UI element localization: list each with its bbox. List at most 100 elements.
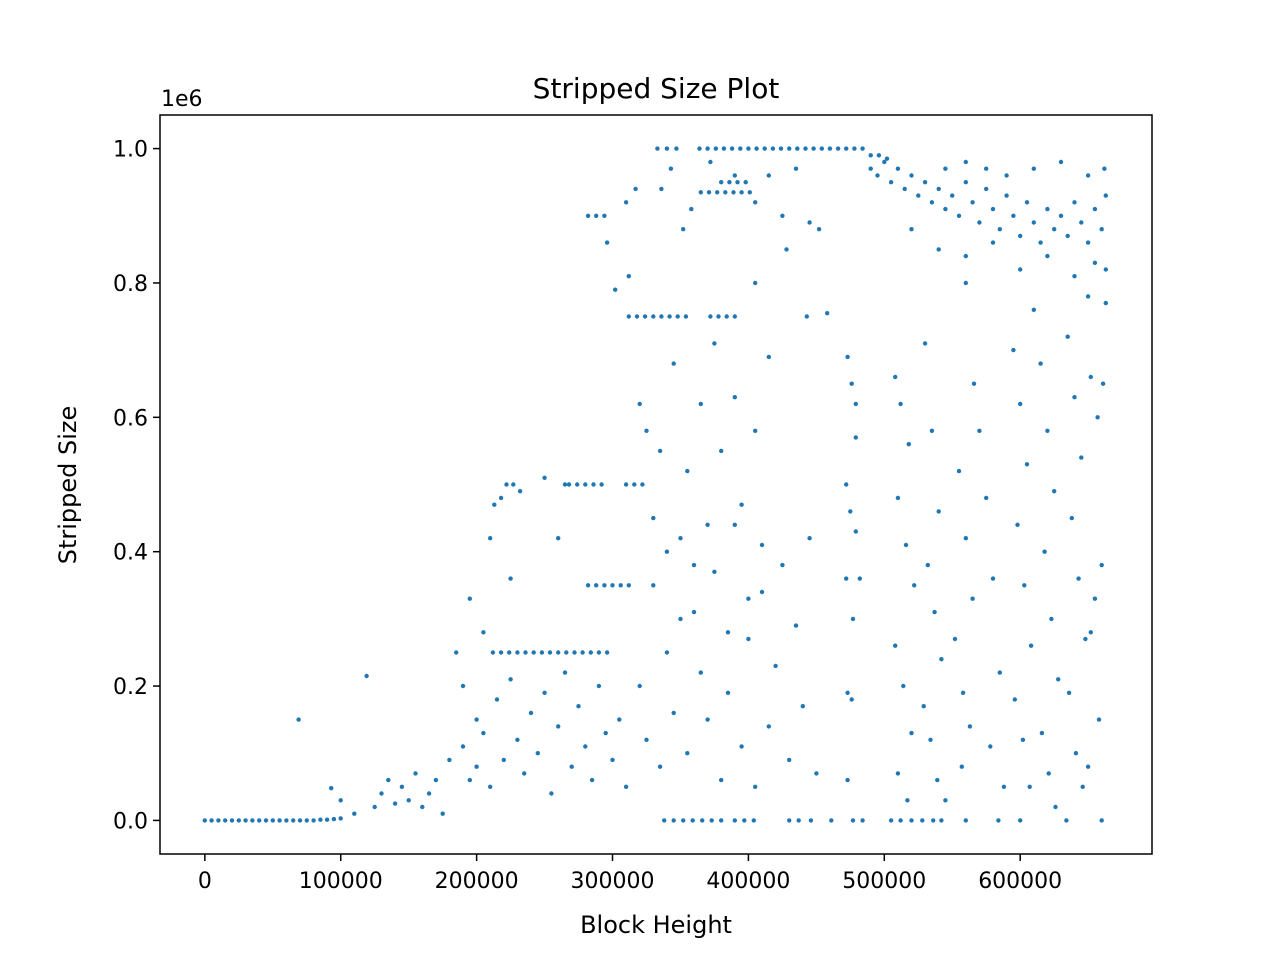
data-point: [379, 791, 384, 796]
data-point: [467, 596, 472, 601]
data-point: [893, 374, 898, 380]
data-point: [517, 489, 523, 494]
data-point: [909, 730, 914, 736]
data-point: [304, 818, 309, 823]
data-point: [338, 816, 343, 821]
data-point: [542, 475, 547, 480]
data-point: [984, 186, 989, 192]
data-point: [916, 193, 921, 198]
data-point: [583, 744, 588, 749]
data-point: [1049, 616, 1054, 622]
data-point: [1020, 737, 1026, 742]
data-point: [440, 811, 445, 816]
data-point: [501, 757, 506, 763]
data-point: [651, 314, 656, 319]
data-point: [960, 690, 966, 695]
data-point: [922, 341, 928, 346]
data-point: [1092, 260, 1098, 265]
data-point: [1076, 576, 1081, 581]
data-point: [399, 784, 405, 789]
data-point: [594, 213, 599, 218]
data-point: [712, 341, 717, 346]
data-point: [844, 146, 849, 151]
data-point: [990, 576, 996, 581]
data-point: [1042, 549, 1047, 554]
data-point: [766, 354, 771, 360]
y-tick-label: 0.4: [113, 541, 148, 566]
data-point: [642, 314, 648, 319]
data-point: [604, 650, 610, 655]
data-point: [901, 683, 906, 689]
data-point: [683, 314, 689, 319]
data-point: [1103, 267, 1109, 272]
data-point: [1079, 220, 1084, 225]
data-point: [1053, 804, 1058, 810]
data-point: [651, 583, 656, 588]
data-point: [547, 650, 553, 655]
data-point: [920, 818, 925, 823]
data-point: [610, 757, 615, 763]
data-point: [1052, 489, 1057, 494]
data-point: [674, 146, 679, 151]
data-point: [1004, 193, 1009, 198]
data-point: [1099, 562, 1104, 568]
data-point: [819, 146, 824, 151]
data-point: [731, 190, 736, 195]
data-point: [291, 818, 296, 823]
data-point: [780, 213, 785, 218]
data-point: [909, 173, 914, 178]
y-tick-label: 0.8: [113, 272, 148, 297]
data-point: [746, 596, 751, 601]
data-point: [604, 240, 610, 245]
data-point: [599, 482, 604, 487]
data-point: [331, 816, 337, 822]
data-point: [698, 670, 703, 675]
data-point: [1088, 630, 1094, 635]
data-point: [739, 502, 744, 507]
data-point: [678, 536, 683, 541]
data-point: [1046, 771, 1051, 776]
data-point: [1099, 818, 1104, 823]
data-point: [898, 818, 903, 823]
data-point: [713, 146, 718, 151]
data-point: [556, 724, 561, 729]
data-point: [659, 186, 664, 192]
data-point: [691, 609, 697, 615]
data-point: [963, 253, 968, 259]
data-point: [667, 314, 672, 319]
data-point: [585, 213, 591, 218]
data-point: [766, 173, 771, 178]
data-point: [585, 583, 591, 588]
data-point: [575, 482, 580, 487]
data-point: [705, 717, 710, 722]
data-point: [1080, 784, 1085, 789]
data-point: [618, 583, 623, 588]
data-point: [732, 395, 737, 400]
data-point: [539, 650, 545, 655]
data-point: [504, 482, 509, 487]
data-point: [902, 186, 907, 192]
data-point: [338, 798, 343, 803]
data-point: [956, 213, 962, 218]
data-point: [508, 576, 513, 581]
data-point: [1024, 200, 1030, 205]
data-point: [807, 536, 812, 541]
data-point: [685, 468, 690, 474]
data-point: [1015, 522, 1020, 527]
data-point: [732, 314, 737, 319]
data-point: [753, 428, 758, 433]
data-point: [984, 166, 989, 171]
data-point: [531, 650, 536, 655]
x-tick-label: 500000: [842, 869, 926, 894]
data-point: [617, 717, 622, 722]
data-point: [844, 482, 849, 487]
data-point: [963, 280, 968, 286]
data-point: [623, 482, 629, 487]
data-point: [1018, 267, 1023, 272]
data-point: [1103, 193, 1109, 198]
data-point: [352, 811, 357, 816]
data-point: [936, 247, 941, 252]
data-point: [664, 549, 670, 554]
data-point: [895, 771, 901, 776]
